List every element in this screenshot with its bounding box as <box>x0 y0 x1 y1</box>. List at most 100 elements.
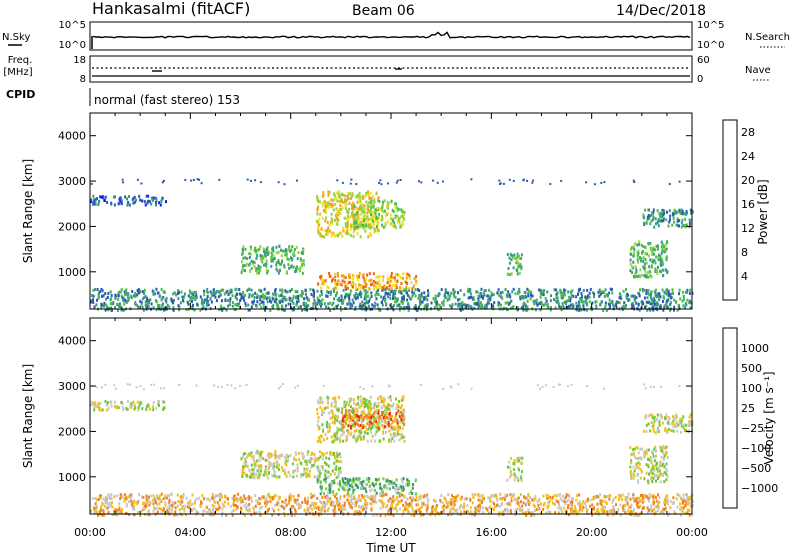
heatmap-cell <box>263 306 265 310</box>
heatmap-cell <box>153 497 156 501</box>
heatmap-cell <box>277 261 280 265</box>
heatmap-cell <box>613 304 616 308</box>
heatmap-cell <box>106 201 109 204</box>
heatmap-cell <box>343 400 346 404</box>
heatmap-cell <box>643 495 646 499</box>
heatmap-cell <box>272 249 275 253</box>
heatmap-cell <box>306 506 309 510</box>
heatmap-cell <box>497 513 500 517</box>
heatmap-cell <box>337 303 340 307</box>
heatmap-cell <box>234 303 237 307</box>
heatmap-cell <box>359 235 362 239</box>
heatmap-cell <box>230 511 233 514</box>
heatmap-cell <box>96 498 99 502</box>
heatmap-cell <box>140 301 143 305</box>
heatmap-cell <box>198 178 200 181</box>
heatmap-cell <box>662 247 665 251</box>
heatmap-cell <box>658 501 661 505</box>
heatmap-cell <box>385 477 388 481</box>
heatmap-cell <box>277 181 280 184</box>
heatmap-cell <box>244 457 247 461</box>
heatmap-cell <box>525 510 528 514</box>
heatmap-cell <box>154 507 156 511</box>
heatmap-cell <box>277 271 280 275</box>
heatmap-cell <box>134 291 137 295</box>
heatmap-cell <box>441 180 444 183</box>
heatmap-cell <box>680 513 682 517</box>
heatmap-cell <box>121 494 124 498</box>
heatmap-cell <box>325 456 328 460</box>
heatmap-cell <box>248 503 251 506</box>
heatmap-cell <box>331 279 333 283</box>
heatmap-cell <box>640 243 643 247</box>
heatmap-cell <box>155 287 158 291</box>
heatmap-cell <box>209 296 212 300</box>
heatmap-cell <box>321 194 324 198</box>
heatmap-cell <box>567 498 570 502</box>
heatmap-cell <box>359 395 362 399</box>
heatmap-cell <box>252 506 255 510</box>
heatmap-cell <box>144 203 147 207</box>
heatmap-cell <box>160 492 163 496</box>
heatmap-cell <box>625 294 628 298</box>
heatmap-cell <box>576 308 579 312</box>
heatmap-cell <box>492 493 495 497</box>
heatmap-cell <box>360 195 363 199</box>
heatmap-cell <box>536 499 539 503</box>
heatmap-cell <box>107 493 110 497</box>
heatmap-cell <box>507 302 510 306</box>
heatmap-cell <box>630 294 633 298</box>
heatmap-cell <box>518 290 521 294</box>
heatmap-cell <box>449 294 452 298</box>
heatmap-cell <box>558 305 561 309</box>
heatmap-cell <box>597 495 600 499</box>
heatmap-cell <box>304 498 307 502</box>
heatmap-cell <box>219 493 222 496</box>
heatmap-cell <box>542 291 545 295</box>
heatmap-cell <box>443 504 445 508</box>
heatmap-cell <box>473 510 476 514</box>
heatmap-cell <box>223 292 226 296</box>
heatmap-cell <box>384 223 387 227</box>
heatmap-cell <box>269 462 272 466</box>
heatmap-cell <box>181 513 184 517</box>
heatmap-cell <box>629 505 632 509</box>
heatmap-cell <box>315 506 318 510</box>
heatmap-cell <box>361 217 364 221</box>
heatmap-cell <box>364 194 367 198</box>
heatmap-cell <box>392 293 395 297</box>
heatmap-cell <box>376 275 379 279</box>
heatmap-cell <box>366 301 369 305</box>
heatmap-cell <box>271 297 274 301</box>
heatmap-cell <box>390 290 393 294</box>
heatmap-cell <box>653 494 656 498</box>
heatmap-cell <box>388 487 391 491</box>
heatmap-cell <box>381 300 383 304</box>
heatmap-cell <box>457 298 459 302</box>
heatmap-cell <box>356 293 359 297</box>
heatmap-cell <box>666 497 669 501</box>
heatmap-cell <box>321 452 324 455</box>
heatmap-cell <box>488 288 491 292</box>
noise-left-tick-bottom: 10^0 <box>59 40 86 51</box>
heatmap-cell <box>295 458 298 462</box>
heatmap-cell <box>362 224 365 228</box>
heatmap-cell <box>283 468 286 472</box>
heatmap-cell <box>380 399 383 403</box>
heatmap-cell <box>147 510 150 514</box>
heatmap-cell <box>538 507 541 511</box>
heatmap-cell <box>258 247 261 251</box>
heatmap-cell <box>636 243 639 247</box>
heatmap-cell <box>307 450 310 454</box>
heatmap-cell <box>652 308 655 312</box>
heatmap-cell <box>663 211 666 215</box>
heatmap-cell <box>506 272 509 276</box>
noise-sky-trace <box>92 31 691 39</box>
heatmap-cell <box>647 508 650 512</box>
heatmap-cell <box>331 504 333 507</box>
heatmap-cell <box>317 508 320 511</box>
heatmap-cell <box>95 507 98 511</box>
heatmap-cell <box>690 211 693 215</box>
heatmap-cell <box>344 483 347 487</box>
heatmap-cell <box>648 495 651 499</box>
